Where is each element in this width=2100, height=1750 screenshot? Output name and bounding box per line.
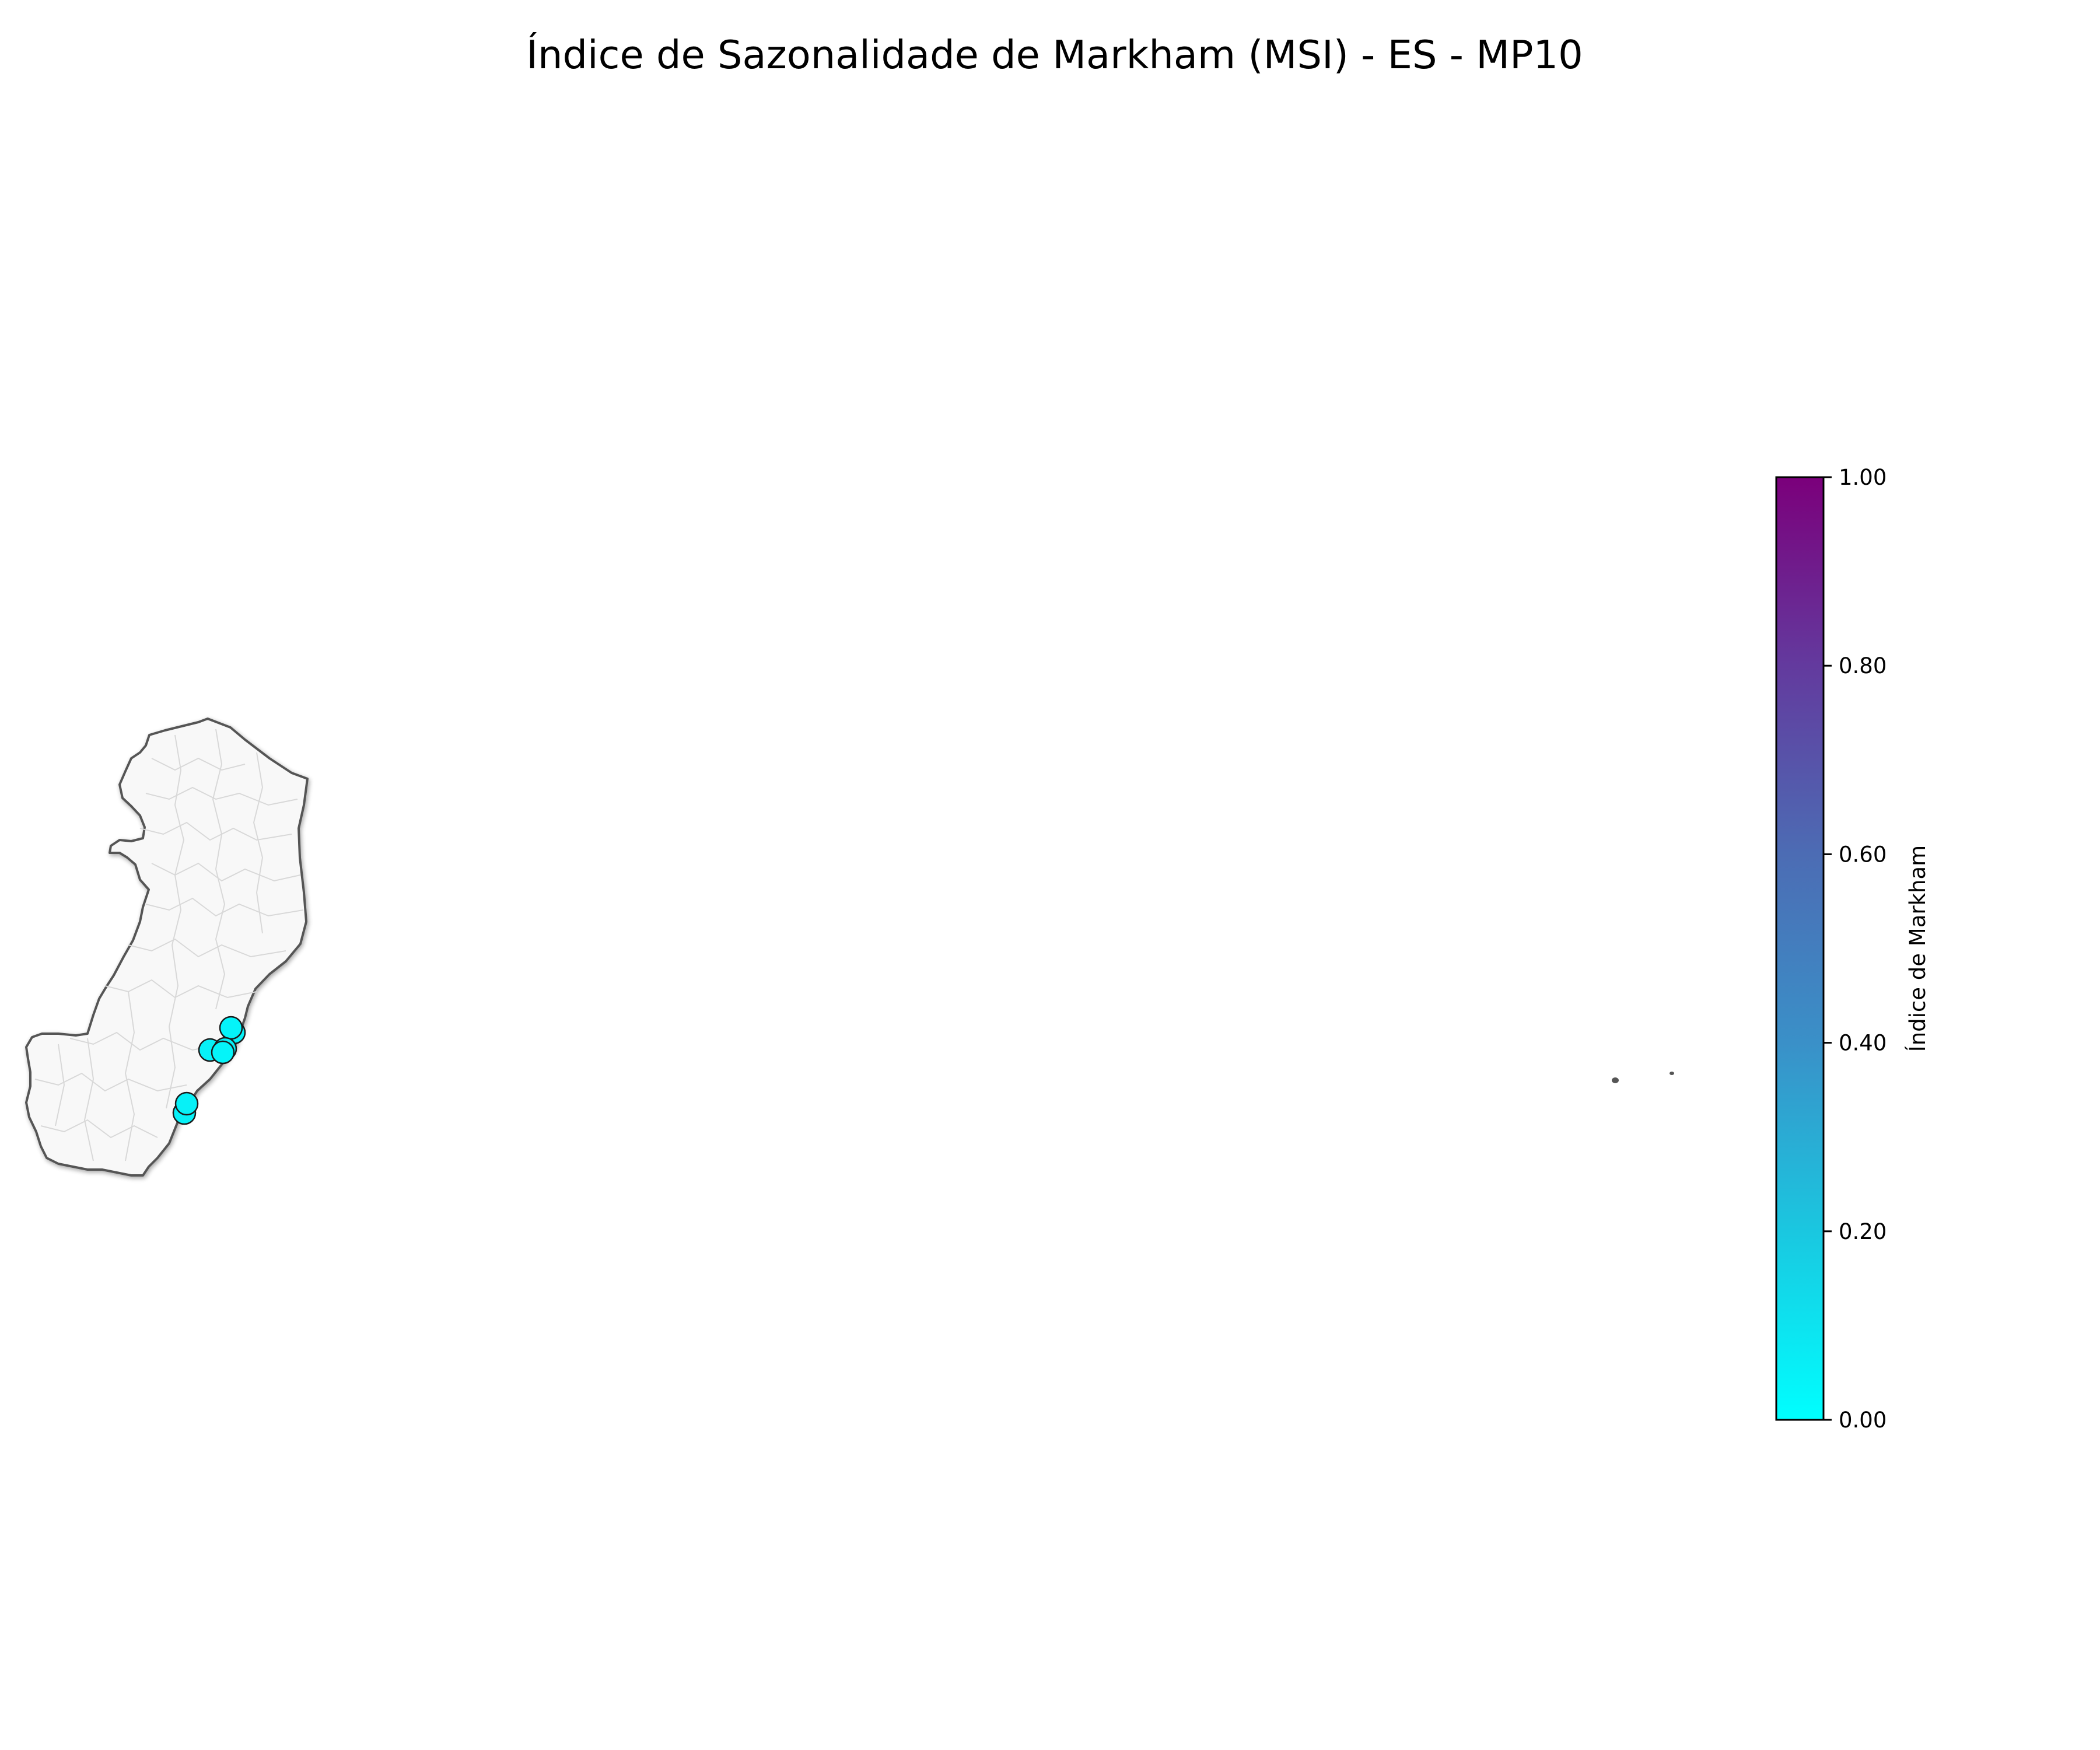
station-marker[interactable] xyxy=(174,1091,199,1116)
colorbar-tick-label: 0.00 xyxy=(1839,1408,1887,1433)
station-marker[interactable] xyxy=(219,1016,243,1040)
colorbar-gradient xyxy=(1775,476,1825,1421)
colorbar-tick-label: 0.60 xyxy=(1839,842,1887,867)
state-shape xyxy=(25,718,309,1177)
map-title: Índice de Sazonalidade de Markham (MSI) … xyxy=(526,32,1583,78)
station-marker[interactable] xyxy=(211,1040,235,1065)
colorbar-label: Índice de Markham xyxy=(1905,845,1930,1052)
state-map xyxy=(25,718,309,1177)
island-1 xyxy=(1612,1077,1619,1083)
station-markers xyxy=(172,1016,246,1125)
colorbar-tick-label: 0.40 xyxy=(1839,1031,1887,1056)
island-2 xyxy=(1670,1072,1674,1075)
colorbar-tick-label: 0.20 xyxy=(1839,1219,1887,1244)
municipal-borders xyxy=(34,729,304,1161)
colorbar-tick-label: 1.00 xyxy=(1839,465,1887,490)
colorbar-ticks: 0.00 0.20 0.40 0.60 0.80 1.00 xyxy=(1824,465,1887,1433)
colorbar: 0.00 0.20 0.40 0.60 0.80 1.00 Índice de Markh… xyxy=(1775,465,1930,1433)
colorbar-tick-label: 0.80 xyxy=(1839,653,1887,678)
islands xyxy=(1612,1072,1674,1083)
